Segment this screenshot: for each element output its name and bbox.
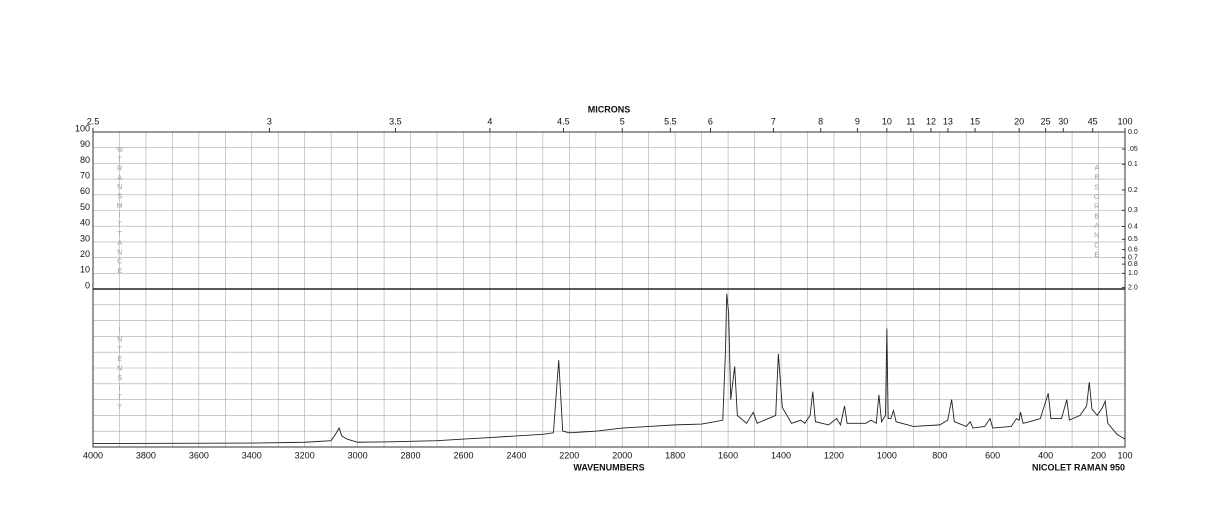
top-tick-label: 3.5 [389, 116, 402, 126]
y2-tick-label: 0.6 [1128, 246, 1138, 253]
y-tick-label: 60 [80, 186, 90, 196]
top-tick-label: 20 [1014, 116, 1024, 126]
y2-tick-label: 1.0 [1128, 270, 1138, 277]
y2-tick-label: 0.3 [1128, 207, 1138, 214]
y-tick-label: 90 [80, 139, 90, 149]
top-tick-label: 13 [943, 116, 953, 126]
x-tick-label: 2000 [612, 450, 632, 460]
top-tick-label: 7 [771, 116, 776, 126]
top-tick-label: 9 [855, 116, 860, 126]
x-tick-label: 1800 [665, 450, 685, 460]
x-tick-label: 4000 [83, 450, 103, 460]
x-tick-label: 3400 [242, 450, 262, 460]
x-tick-label: 100 [1117, 450, 1132, 460]
top-tick-label: 4 [487, 116, 492, 126]
y2-tick-label: .05 [1128, 146, 1138, 153]
top-tick-label: 2.5 [87, 116, 100, 126]
x-tick-label: 200 [1091, 450, 1106, 460]
x-tick-label: 3800 [136, 450, 156, 460]
y-tick-label: 80 [80, 155, 90, 165]
x-tick-label: 2600 [453, 450, 473, 460]
y2-tick-label: 0.5 [1128, 236, 1138, 243]
y2-tick-label: 0.2 [1128, 187, 1138, 194]
x-tick-label: 2200 [559, 450, 579, 460]
instrument-label: NICOLET RAMAN 950 [1032, 462, 1125, 472]
y-tick-label: 100 [75, 123, 90, 133]
y2-tick-label: 0.7 [1128, 255, 1138, 262]
y-tick-label: 0 [85, 280, 90, 290]
top-tick-label: 5.5 [664, 116, 677, 126]
top-tick-label: 4.5 [557, 116, 570, 126]
x-tick-label: 3000 [348, 450, 368, 460]
top-tick-label: 15 [970, 116, 980, 126]
y2-tick-label: 0.1 [1128, 161, 1138, 168]
top-axis-title: MICRONS [588, 104, 631, 114]
y-tick-label: 10 [80, 265, 90, 275]
top-tick-label: 12 [926, 116, 936, 126]
x-tick-label: 600 [985, 450, 1000, 460]
top-tick-label: 11 [906, 116, 915, 126]
spectrum-line [92, 293, 1126, 444]
y2-tick-label: 2.0 [1128, 284, 1138, 291]
y2-tick-label: 0.8 [1128, 261, 1138, 268]
x-tick-label: 800 [932, 450, 947, 460]
x-tick-label: 1000 [877, 450, 897, 460]
y-tick-label: 50 [80, 202, 90, 212]
top-tick-label: 6 [708, 116, 713, 126]
top-tick-label: 8 [818, 116, 823, 126]
top-tick-label: 45 [1088, 116, 1098, 126]
x-tick-label: 3200 [295, 450, 315, 460]
y-tick-label: 40 [80, 218, 90, 228]
top-tick-label: 100 [1117, 116, 1132, 126]
x-tick-label: 2800 [401, 450, 421, 460]
x-tick-label: 400 [1038, 450, 1053, 460]
x-tick-label: 1400 [771, 450, 791, 460]
y2-tick-label: 0.0 [1128, 129, 1138, 136]
y-tick-label: 30 [80, 233, 90, 243]
y-tick-label: 20 [80, 249, 90, 259]
x-axis-title: WAVENUMBERS [573, 462, 644, 472]
top-tick-label: 3 [267, 116, 272, 126]
top-tick-label: 25 [1041, 116, 1051, 126]
top-tick-label: 5 [620, 116, 625, 126]
x-tick-label: 2400 [506, 450, 526, 460]
y-tick-label: 70 [80, 170, 90, 180]
top-tick-label: 30 [1058, 116, 1068, 126]
x-tick-label: 1600 [718, 450, 738, 460]
x-tick-label: 3600 [189, 450, 209, 460]
x-tick-label: 1200 [824, 450, 844, 460]
top-tick-label: 10 [882, 116, 892, 126]
y2-tick-label: 0.4 [1128, 223, 1138, 230]
